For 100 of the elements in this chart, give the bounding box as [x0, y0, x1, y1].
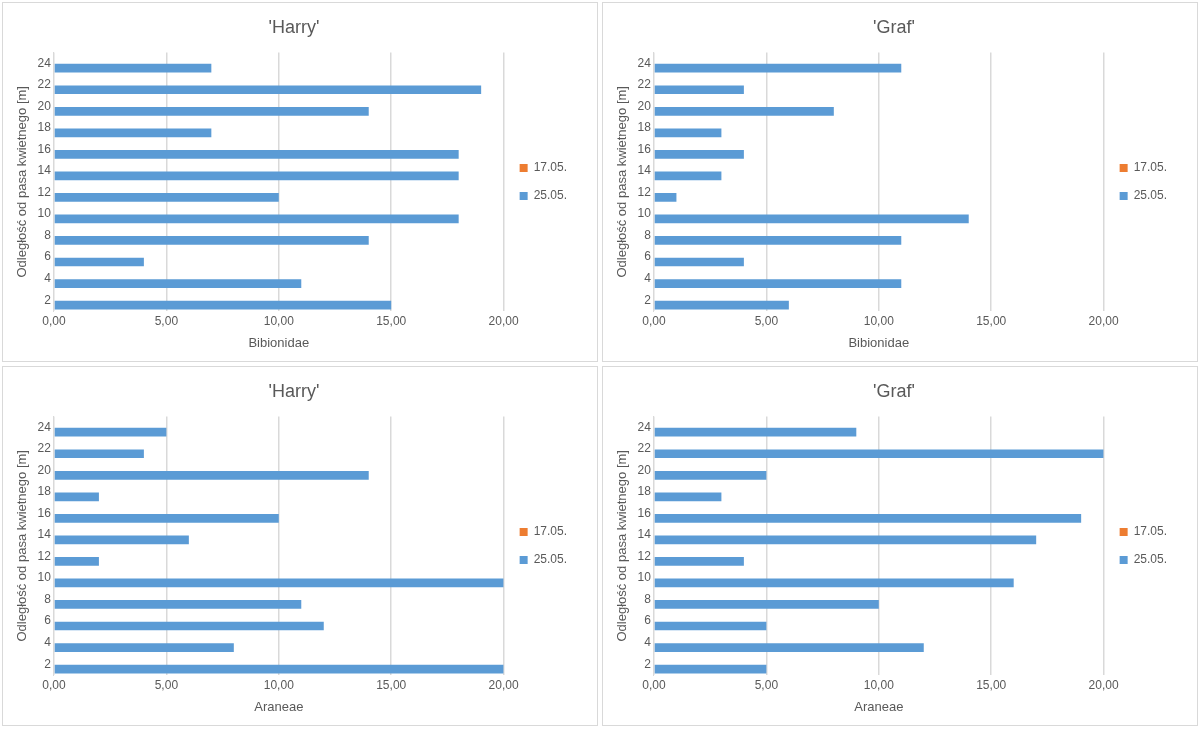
y-axis-title: Odległość od pasa kwietnego [m] — [614, 86, 630, 278]
bar — [654, 513, 1082, 523]
bar — [54, 279, 302, 288]
x-tick-label: 0,00 — [642, 313, 666, 328]
y-tick-label: 12 — [637, 548, 652, 563]
y-tick-label: 4 — [644, 635, 652, 650]
y-tick-label: 14 — [637, 527, 652, 542]
y-tick-label: 24 — [37, 55, 52, 70]
x-axis-title: Araneae — [854, 698, 904, 714]
y-tick-label: 2 — [44, 656, 52, 671]
x-tick-label: 20,00 — [488, 677, 519, 692]
legend-label: 17.05. — [1133, 524, 1168, 539]
y-tick-label: 22 — [637, 77, 652, 92]
y-tick-label: 10 — [37, 570, 52, 585]
x-tick-label: 0,00 — [642, 677, 666, 692]
bar — [54, 106, 369, 116]
bar — [54, 63, 212, 73]
bar — [54, 535, 189, 545]
x-tick-label: 20,00 — [488, 313, 519, 328]
x-axis-title: Araneae — [254, 698, 304, 714]
y-tick-label: 14 — [637, 163, 652, 178]
y-tick-label: 24 — [37, 419, 52, 434]
y-tick-label: 4 — [644, 271, 652, 286]
y-tick-label: 18 — [37, 120, 52, 135]
bar — [54, 492, 99, 502]
y-axis-title: Odległość od pasa kwietnego [m] — [14, 450, 30, 642]
bar — [654, 600, 879, 609]
x-tick-label: 20,00 — [1088, 313, 1119, 328]
legend-label: 25.05. — [533, 188, 568, 203]
bar — [654, 449, 1104, 459]
bar — [54, 214, 459, 224]
x-axis-title: Bibionidae — [248, 334, 310, 350]
bar — [54, 557, 99, 566]
y-tick-label: 20 — [37, 98, 52, 113]
x-tick-label: 5,00 — [154, 313, 179, 328]
y-tick-label: 14 — [37, 527, 52, 542]
x-tick-label: 15,00 — [976, 677, 1007, 692]
y-tick-label: 12 — [37, 184, 52, 199]
y-tick-label: 8 — [44, 591, 52, 606]
bar — [54, 600, 302, 609]
y-tick-label: 20 — [37, 462, 52, 477]
bar — [54, 85, 482, 95]
bar — [654, 470, 767, 480]
y-tick-label: 18 — [637, 484, 652, 499]
bar — [54, 128, 212, 138]
y-tick-label: 16 — [637, 141, 652, 156]
bar — [654, 621, 767, 631]
x-tick-label: 10,00 — [863, 313, 895, 328]
x-tick-label: 15,00 — [376, 677, 407, 692]
bar — [654, 214, 969, 224]
y-tick-label: 6 — [644, 249, 652, 264]
bar — [654, 63, 902, 73]
y-tick-label: 14 — [37, 163, 52, 178]
y-tick-label: 24 — [637, 55, 652, 70]
y-tick-label: 16 — [637, 505, 652, 520]
bar — [54, 193, 279, 202]
y-tick-label: 22 — [37, 441, 52, 456]
x-tick-label: 20,00 — [1088, 677, 1119, 692]
y-tick-label: 4 — [44, 635, 52, 650]
bar — [654, 149, 744, 159]
bar — [654, 300, 789, 310]
y-tick-label: 2 — [644, 292, 652, 307]
y-axis-title: Odległość od pasa kwietnego [m] — [614, 450, 630, 642]
y-tick-label: 20 — [637, 462, 652, 477]
bar — [654, 171, 722, 181]
chart-title: 'Harry' — [268, 380, 320, 401]
bar — [654, 85, 744, 95]
y-tick-label: 10 — [637, 206, 652, 221]
bar — [54, 513, 279, 523]
y-tick-label: 22 — [37, 77, 52, 92]
x-tick-label: 10,00 — [263, 313, 295, 328]
y-tick-label: 18 — [637, 120, 652, 135]
chart-title: 'Graf' — [873, 16, 915, 37]
bar — [654, 279, 902, 288]
y-axis-title: Odległość od pasa kwietnego [m] — [14, 86, 30, 278]
bar — [654, 535, 1037, 545]
x-tick-label: 0,00 — [42, 313, 66, 328]
bar — [654, 106, 834, 116]
bar — [54, 578, 504, 588]
x-tick-label: 15,00 — [976, 313, 1007, 328]
bar — [654, 257, 744, 267]
x-tick-label: 5,00 — [154, 677, 179, 692]
bar — [54, 449, 144, 459]
y-tick-label: 4 — [44, 271, 52, 286]
bar — [54, 149, 459, 159]
bar — [54, 300, 392, 310]
bar — [654, 643, 924, 652]
y-tick-label: 10 — [637, 570, 652, 585]
bar — [54, 643, 234, 652]
y-tick-label: 18 — [37, 484, 52, 499]
y-tick-label: 24 — [637, 419, 652, 434]
y-tick-label: 10 — [37, 206, 52, 221]
legend-label: 25.05. — [533, 552, 568, 567]
y-tick-label: 2 — [644, 656, 652, 671]
y-tick-label: 2 — [44, 292, 52, 307]
legend-label: 25.05. — [1133, 188, 1168, 203]
bar — [54, 427, 167, 437]
y-tick-label: 22 — [637, 441, 652, 456]
y-tick-label: 8 — [644, 591, 652, 606]
bar — [654, 193, 677, 202]
